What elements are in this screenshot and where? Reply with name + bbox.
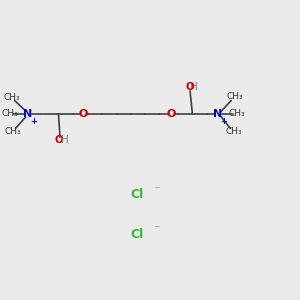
Text: O: O: [55, 135, 64, 145]
Text: ⁻: ⁻: [153, 184, 160, 197]
Text: O: O: [185, 82, 194, 92]
Text: N: N: [213, 109, 223, 119]
Text: O: O: [167, 109, 176, 119]
Text: N: N: [23, 109, 33, 119]
Text: H: H: [190, 82, 197, 92]
Text: ⁻: ⁻: [153, 223, 160, 236]
Text: H: H: [61, 135, 68, 145]
Text: CH₃: CH₃: [229, 110, 245, 118]
Text: O: O: [79, 109, 88, 119]
Text: Cl: Cl: [130, 227, 144, 241]
Text: +: +: [30, 117, 37, 126]
Text: +: +: [220, 117, 227, 126]
Text: Cl: Cl: [130, 188, 144, 202]
Text: CH₃: CH₃: [4, 128, 21, 136]
Text: CH₃: CH₃: [226, 128, 242, 136]
Text: CH₃: CH₃: [226, 92, 243, 101]
Text: CH₃: CH₃: [1, 110, 18, 118]
Text: CH₃: CH₃: [3, 93, 20, 102]
